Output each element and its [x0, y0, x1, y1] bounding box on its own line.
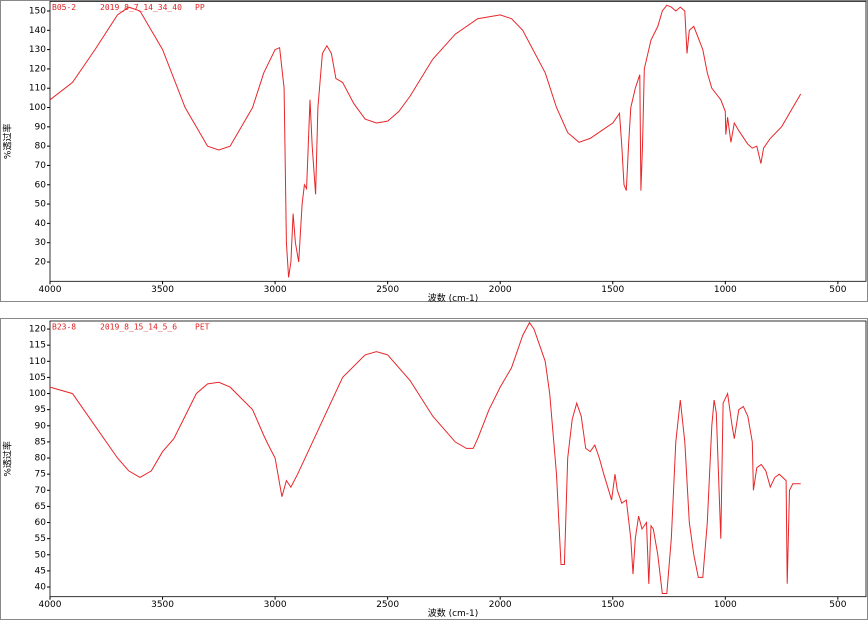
y-tick-label: 90: [35, 421, 47, 431]
y-tick-label: 65: [35, 502, 46, 512]
y-tick-label: 85: [35, 437, 46, 447]
y-tick-label: 40: [35, 583, 47, 593]
x-tick-label: 3500: [151, 285, 174, 295]
annotation: PET: [195, 323, 210, 332]
y-tick-label: 55: [35, 534, 46, 544]
y-tick-label: 20: [35, 257, 47, 267]
x-tick-label: 3000: [264, 600, 287, 610]
chart-panel: 40 45 50 55 60 65 70 75 80 85 90 95 100 105 110 115 120 4…: [0, 318, 868, 620]
y-tick-label: 140: [29, 26, 46, 36]
y-axis-label: %透过率: [2, 441, 14, 477]
y-tick-label: 30: [35, 238, 47, 248]
annotation: PP: [195, 3, 205, 12]
x-tick-label: 1500: [601, 285, 624, 295]
y-tick-label: 120: [29, 64, 46, 74]
y-tick-label: 60: [35, 518, 47, 528]
plot-area: [49, 0, 867, 282]
y-tick-label: 75: [35, 470, 46, 480]
x-axis-label: 波数 (cm-1): [428, 292, 479, 304]
chart-panel: 20 30 40 50 60 70 80 90 100 110 120 130 140 150 4000 35…: [0, 0, 868, 304]
y-tick-label: 40: [35, 219, 47, 229]
annotation: B23-8: [52, 323, 76, 332]
y-tick-label: 50: [35, 200, 47, 210]
annotation: 2019_8_7_14_34_40: [100, 3, 182, 12]
y-tick-label: 70: [35, 486, 47, 496]
y-tick-label: 80: [35, 454, 47, 464]
y-tick-label: 90: [35, 122, 47, 132]
x-tick-label: 3500: [151, 600, 174, 610]
y-tick-label: 70: [35, 161, 47, 171]
y-tick-label: 95: [35, 405, 46, 415]
y-tick-label: 50: [35, 550, 47, 560]
plot-area: [49, 320, 867, 598]
y-tick-label: 60: [35, 180, 47, 190]
x-tick-label: 1000: [714, 600, 737, 610]
y-tick-label: 130: [29, 45, 46, 55]
x-tick-label: 3000: [264, 285, 287, 295]
spectrum-line: [49, 4, 802, 278]
x-tick-label: 2000: [489, 600, 512, 610]
y-tick-label: 100: [29, 389, 46, 399]
y-tick-label: 150: [29, 7, 46, 17]
x-tick-label: 2500: [376, 285, 399, 295]
annotation: 2019_8_15_14_5_6: [100, 323, 177, 332]
x-tick-label: 2500: [376, 600, 399, 610]
y-axis-label: %透过率: [2, 124, 14, 160]
x-tick-label: 1500: [601, 600, 624, 610]
y-tick-label: 120: [29, 325, 46, 335]
y-tick-label: 80: [35, 142, 47, 152]
y-tick-label: 110: [29, 84, 46, 94]
x-tick-label: 500: [829, 600, 846, 610]
x-tick-label: 1000: [714, 285, 737, 295]
y-tick-label: 105: [29, 373, 46, 383]
x-tick-label: 4000: [39, 600, 62, 610]
y-tick-label: 115: [29, 341, 46, 351]
annotation: B05-2: [52, 3, 76, 12]
y-tick-label: 100: [29, 103, 46, 113]
x-tick-label: 500: [829, 285, 846, 295]
x-axis-label: 波数 (cm-1): [428, 607, 479, 619]
x-tick-label: 4000: [39, 285, 62, 295]
y-tick-label: 45: [35, 566, 46, 576]
x-tick-label: 2000: [489, 285, 512, 295]
spectrum-line: [49, 321, 801, 594]
y-tick-label: 110: [29, 357, 46, 367]
